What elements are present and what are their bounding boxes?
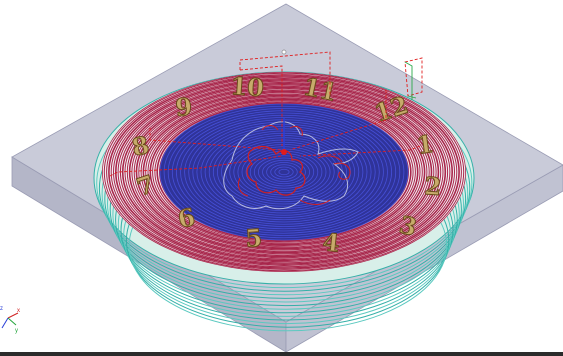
center-pocket-pass	[266, 162, 302, 182]
center-pocket-pass	[175, 112, 392, 232]
dial-ring-pass	[103, 72, 465, 272]
link-path-1	[239, 51, 331, 146]
dial-ring-pass	[149, 98, 419, 246]
tool-tip	[281, 149, 287, 155]
numeral-11: 11	[301, 72, 340, 107]
triad-z-label: z	[0, 306, 3, 312]
center-pocket-pass	[167, 108, 401, 236]
center-pocket-pass	[163, 105, 405, 239]
dial-ring-pass	[121, 82, 447, 262]
dial-ring-pass	[113, 78, 455, 266]
triad-y-axis	[7, 317, 17, 326]
numeral-10: 10	[230, 71, 265, 102]
link-path-4	[404, 57, 423, 97]
center-pocket-pass	[257, 157, 310, 187]
numeral-9: 9	[174, 92, 193, 122]
triad-x-label: x	[17, 308, 20, 314]
numeral-6: 6	[175, 202, 197, 234]
center-pocket-pass	[180, 114, 388, 230]
numeral-1: 1	[415, 129, 436, 160]
dial-ring-pass	[131, 88, 437, 256]
link-path-3	[289, 90, 421, 157]
dial-ring-pass	[147, 97, 421, 247]
dial-ring-pass	[138, 92, 430, 252]
dial-ring-pass	[142, 94, 426, 250]
axis-triad: x y z	[0, 306, 20, 334]
dial-ring-pass	[145, 96, 423, 248]
dial-ring-pass	[135, 90, 433, 254]
viewport-bottom-border	[0, 352, 563, 356]
dial-ring-pass	[152, 100, 416, 244]
triad-x-axis	[7, 312, 19, 319]
rapid-link-moves	[109, 51, 423, 177]
relief-tail	[333, 162, 351, 180]
center-pocket-pass	[270, 164, 298, 180]
center-pocket-pass	[159, 103, 409, 241]
numeral-4: 4	[321, 227, 341, 258]
tool-position-marker	[281, 49, 287, 156]
dial-ring-pass	[106, 74, 462, 270]
dial-ring-passes	[102, 72, 466, 272]
dial-ring-pass	[156, 102, 412, 242]
center-pocket-pass	[278, 168, 290, 176]
dial-ring-pass	[110, 76, 458, 268]
clock-numerals: 12 1 2 3 4 5 6 7 8 9 10 11	[129, 71, 443, 259]
center-pocket-pass	[274, 166, 294, 178]
triad-y-label: y	[15, 328, 18, 334]
dial-ring-pass	[140, 93, 428, 251]
link-path-5	[404, 61, 417, 100]
dial-ring-pass	[117, 80, 451, 264]
top-origin-point	[281, 49, 287, 55]
dial-ring-pass	[108, 75, 460, 269]
numeral-2: 2	[424, 171, 443, 201]
dial-ring-pass	[115, 79, 453, 265]
dial-ring-pass	[154, 101, 414, 243]
numeral-3: 3	[397, 210, 420, 242]
dial-ring-pass	[133, 89, 435, 255]
center-pocket-pass	[171, 110, 397, 234]
dial-ring-pass	[126, 85, 442, 259]
numeral-8: 8	[129, 130, 151, 162]
center-pocket-pass	[184, 117, 384, 227]
dial-ring-pass	[128, 86, 440, 258]
center-pocket-pass	[262, 159, 306, 185]
triad-z-axis	[1, 317, 9, 329]
center-pocket-fill	[160, 104, 408, 240]
relief-detail-2	[237, 125, 343, 205]
numeral-5: 5	[244, 223, 263, 253]
link-path-2	[109, 128, 283, 177]
